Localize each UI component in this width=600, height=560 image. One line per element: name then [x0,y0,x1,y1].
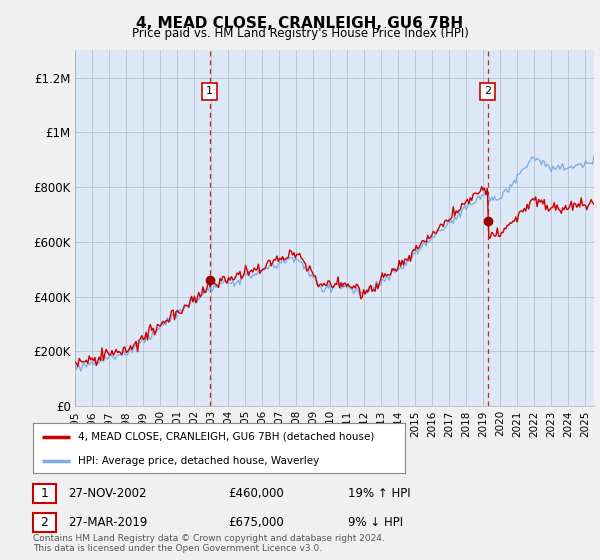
Text: 4, MEAD CLOSE, CRANLEIGH, GU6 7BH (detached house): 4, MEAD CLOSE, CRANLEIGH, GU6 7BH (detac… [77,432,374,442]
Text: 2: 2 [484,86,491,96]
Text: 9% ↓ HPI: 9% ↓ HPI [348,516,403,529]
Text: 1: 1 [40,487,49,501]
Text: £460,000: £460,000 [228,487,284,501]
Text: Price paid vs. HM Land Registry's House Price Index (HPI): Price paid vs. HM Land Registry's House … [131,27,469,40]
Text: 2: 2 [40,516,49,529]
Text: HPI: Average price, detached house, Waverley: HPI: Average price, detached house, Wave… [77,456,319,465]
Text: £675,000: £675,000 [228,516,284,529]
Text: 19% ↑ HPI: 19% ↑ HPI [348,487,410,501]
Text: Contains HM Land Registry data © Crown copyright and database right 2024.
This d: Contains HM Land Registry data © Crown c… [33,534,385,553]
Text: 1: 1 [206,86,213,96]
Text: 27-MAR-2019: 27-MAR-2019 [68,516,147,529]
Text: 27-NOV-2002: 27-NOV-2002 [68,487,146,501]
Text: 4, MEAD CLOSE, CRANLEIGH, GU6 7BH: 4, MEAD CLOSE, CRANLEIGH, GU6 7BH [136,16,464,31]
